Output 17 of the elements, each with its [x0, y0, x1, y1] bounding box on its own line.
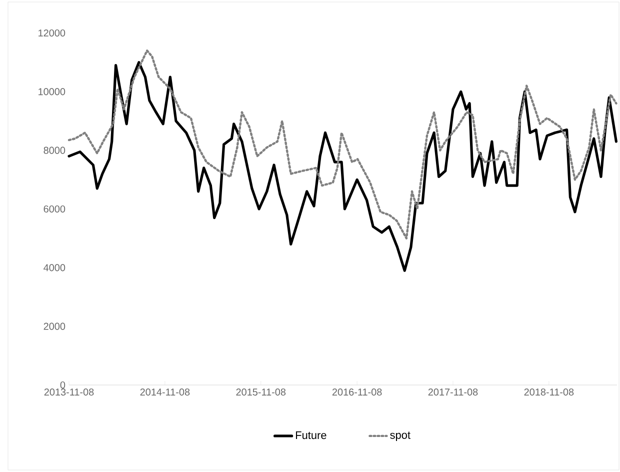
y-tick-label: 4000 [44, 264, 66, 272]
x-tick-label: 2015-11-08 [236, 388, 286, 396]
y-tick-label: 8000 [44, 146, 66, 154]
line-series [68, 50, 618, 240]
y-tick-label: 0 [60, 381, 66, 389]
legend-label: Future [296, 431, 326, 440]
x-tick-label: 2017-11-08 [428, 388, 478, 396]
legend-label: spot [390, 432, 410, 441]
x-tick-label: 2013-11-08 [44, 388, 94, 396]
line-series [68, 61, 618, 272]
x-tick-label: 2016-11-08 [332, 388, 382, 396]
y-tick-label: 6000 [44, 205, 66, 213]
x-tick-label: 2018-11-08 [524, 388, 574, 396]
x-tick-label: 2014-11-08 [140, 388, 190, 396]
y-tick-label: 10000 [38, 88, 66, 96]
y-tick-label: 2000 [44, 322, 66, 330]
y-tick-label: 12000 [38, 29, 66, 37]
